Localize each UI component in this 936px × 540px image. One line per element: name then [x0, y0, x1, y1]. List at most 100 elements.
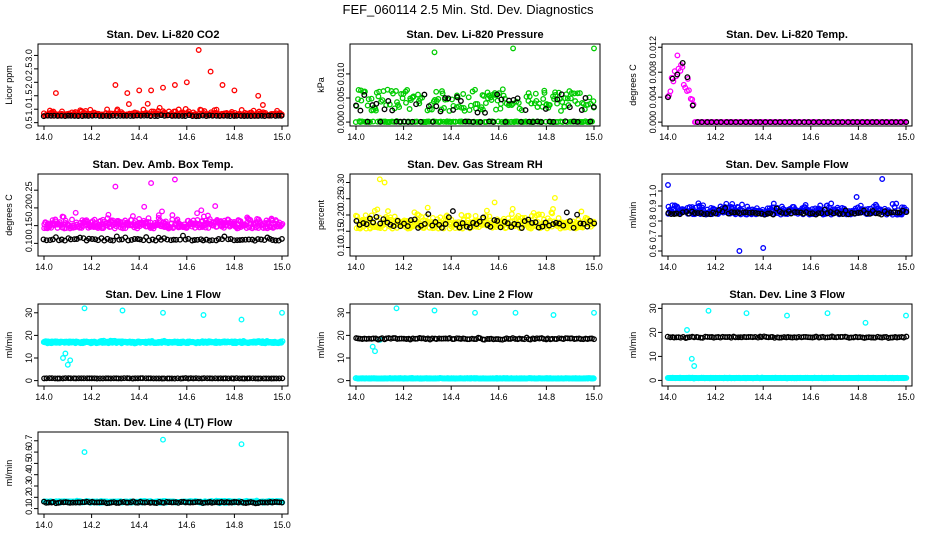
data-point — [50, 499, 57, 505]
y-tick-label: 0.1 — [24, 502, 34, 515]
data-point — [149, 236, 156, 243]
data-point — [51, 112, 58, 119]
data-point — [550, 312, 557, 318]
data-point — [193, 113, 200, 120]
data-point — [694, 210, 701, 217]
data-point — [227, 236, 234, 242]
x-tick-label: 14.0 — [659, 392, 677, 402]
data-point — [379, 97, 386, 104]
data-point — [182, 236, 189, 243]
data-point — [903, 374, 910, 381]
x-tick-label: 14.8 — [538, 262, 556, 272]
data-point — [364, 102, 371, 109]
data-point — [55, 237, 62, 244]
data-point — [370, 219, 377, 226]
data-point — [67, 236, 74, 243]
data-point — [160, 84, 166, 91]
data-point — [403, 336, 410, 342]
data-point — [367, 118, 374, 125]
data-point — [194, 210, 201, 217]
x-tick-label: 15.0 — [897, 262, 915, 272]
data-point — [670, 78, 677, 85]
y-tick-label: 0.10 — [24, 235, 34, 253]
data-point — [482, 100, 489, 107]
x-tick-label: 15.0 — [273, 132, 291, 142]
data-point — [558, 107, 564, 114]
data-point — [52, 234, 59, 241]
data-point — [124, 499, 131, 506]
y-tick-label: 20 — [24, 330, 34, 340]
data-point — [255, 112, 262, 119]
data-point — [172, 499, 179, 506]
plot-frame — [37, 431, 289, 515]
data-point — [438, 224, 445, 231]
y-tick-label: 0.20 — [336, 206, 346, 224]
data-point — [424, 204, 431, 211]
data-point — [170, 236, 177, 243]
data-point — [166, 375, 173, 382]
x-tick-label: 14.0 — [35, 392, 53, 402]
data-point — [504, 119, 511, 125]
data-point — [404, 87, 411, 93]
data-point — [577, 220, 584, 227]
data-point — [203, 236, 210, 243]
x-tick-label: 14.6 — [802, 132, 820, 142]
data-point — [668, 211, 675, 218]
data-point — [134, 236, 141, 242]
data-point — [54, 112, 61, 119]
data-point — [143, 234, 150, 241]
data-point — [374, 206, 381, 213]
panel-title: Stan. Dev. Sample Flow — [726, 159, 849, 171]
data-point — [538, 119, 545, 125]
data-point — [499, 86, 506, 93]
data-point — [514, 95, 521, 102]
data-point — [535, 211, 542, 218]
data-point — [75, 375, 82, 382]
y-axis-label: ml/min — [316, 332, 326, 359]
data-point — [103, 112, 110, 119]
data-point — [691, 210, 698, 216]
data-point — [784, 312, 790, 319]
data-point — [558, 91, 565, 98]
data-point — [431, 307, 438, 314]
x-tick-label: 14.2 — [83, 132, 101, 142]
data-point — [465, 212, 472, 219]
data-point — [425, 211, 432, 218]
data-point — [465, 94, 472, 101]
data-point — [719, 208, 726, 215]
y-tick-label: 0 — [24, 378, 34, 383]
data-point — [272, 237, 279, 244]
x-tick-label: 14.4 — [442, 392, 460, 402]
data-point — [903, 209, 910, 215]
data-point — [91, 216, 98, 223]
data-point — [279, 338, 286, 345]
data-point — [255, 92, 262, 99]
data-point — [442, 221, 449, 227]
data-point — [546, 101, 553, 108]
data-point — [130, 112, 137, 119]
data-point — [480, 214, 487, 221]
data-point — [498, 96, 505, 103]
data-point — [698, 119, 705, 126]
data-point — [278, 235, 285, 242]
data-point — [669, 75, 676, 82]
y-tick-label: 0 — [648, 378, 658, 383]
data-point — [372, 107, 379, 114]
data-point — [526, 93, 533, 100]
y-tick-label: 3.0 — [24, 49, 34, 62]
data-point — [553, 219, 559, 226]
data-point — [736, 248, 743, 254]
data-point — [740, 209, 747, 216]
data-point — [550, 221, 557, 228]
data-point — [854, 209, 861, 216]
data-point — [119, 307, 126, 314]
data-point — [587, 118, 594, 125]
x-tick-label: 14.4 — [754, 262, 772, 272]
data-point — [161, 112, 168, 119]
data-point — [200, 237, 207, 244]
data-point — [57, 499, 64, 506]
data-point — [86, 235, 92, 242]
data-point — [550, 206, 556, 212]
